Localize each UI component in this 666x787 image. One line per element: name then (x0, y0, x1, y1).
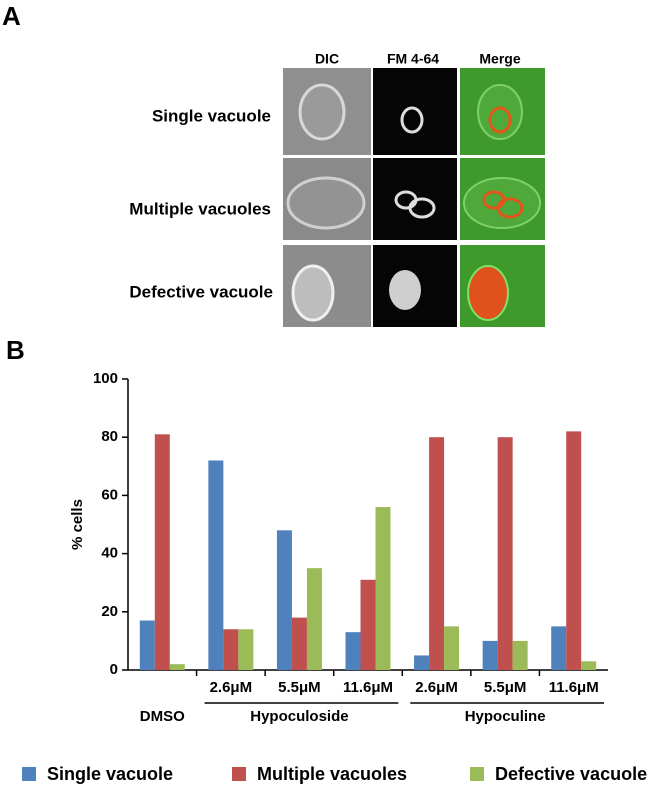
bar (414, 655, 430, 670)
x-tick-label: 11.6μM (343, 679, 393, 696)
fm-image (373, 68, 457, 155)
bar (345, 632, 361, 670)
legend-swatch (470, 767, 484, 781)
vacuole (389, 270, 421, 310)
panel-label: A (2, 1, 21, 31)
column-header: Merge (479, 51, 520, 67)
group-label: DMSO (140, 708, 185, 725)
bar (497, 437, 513, 670)
y-axis-label: % cells (69, 499, 86, 550)
x-tick-label: 5.5μM (278, 679, 321, 696)
legend-swatch (232, 767, 246, 781)
y-tick-label: 100 (93, 370, 118, 387)
vacuole (408, 197, 436, 219)
legend-label: Defective vacuole (495, 764, 647, 784)
bar (208, 460, 224, 670)
x-tick-label: 2.6μM (415, 679, 458, 696)
vacuole (400, 106, 424, 134)
column-header: DIC (315, 51, 339, 67)
bar (551, 626, 567, 670)
bar (429, 437, 445, 670)
row-label: Single vacuole (152, 106, 271, 125)
bar (169, 664, 185, 670)
bar (375, 507, 391, 670)
micrographs (283, 68, 545, 327)
bar (444, 626, 460, 670)
bar (223, 629, 239, 670)
bar (360, 579, 376, 670)
group-label: Hypoculine (465, 708, 546, 725)
bar (238, 629, 254, 670)
vacuole (496, 197, 524, 219)
column-header: FM 4-64 (387, 51, 439, 67)
row-label: Multiple vacuoles (129, 199, 271, 218)
legend-label: Multiple vacuoles (257, 764, 407, 784)
y-tick-label: 80 (101, 428, 118, 445)
row-label: Defective vacuole (129, 282, 273, 301)
legend-label: Single vacuole (47, 764, 173, 784)
cell (467, 265, 509, 321)
legend-swatch (22, 767, 36, 781)
vacuole (488, 106, 512, 134)
y-tick-label: 20 (101, 603, 118, 620)
group-label: Hypoculoside (250, 708, 348, 725)
bar (482, 640, 498, 670)
bar (512, 640, 528, 670)
bar (154, 434, 170, 670)
y-tick-label: 0 (110, 661, 118, 678)
cell (291, 264, 335, 322)
x-tick-label: 11.6μM (549, 679, 599, 696)
x-tick-label: 2.6μM (210, 679, 253, 696)
cell (477, 84, 523, 140)
y-tick-label: 60 (101, 486, 118, 503)
bar (581, 661, 597, 670)
bar (139, 620, 155, 670)
bar-chart: 0 20 40 60 80 100 % cells 2.6μM 5.5μM 11.6μM 2.6μM… (22, 370, 647, 784)
x-tick-label: 5.5μM (484, 679, 527, 696)
bar (566, 431, 582, 670)
cell (298, 83, 346, 141)
bar (276, 530, 292, 670)
panel-label: B (6, 335, 25, 365)
bar (306, 568, 322, 670)
bar (291, 617, 307, 670)
cell (286, 176, 366, 230)
y-tick-label: 40 (101, 545, 118, 562)
